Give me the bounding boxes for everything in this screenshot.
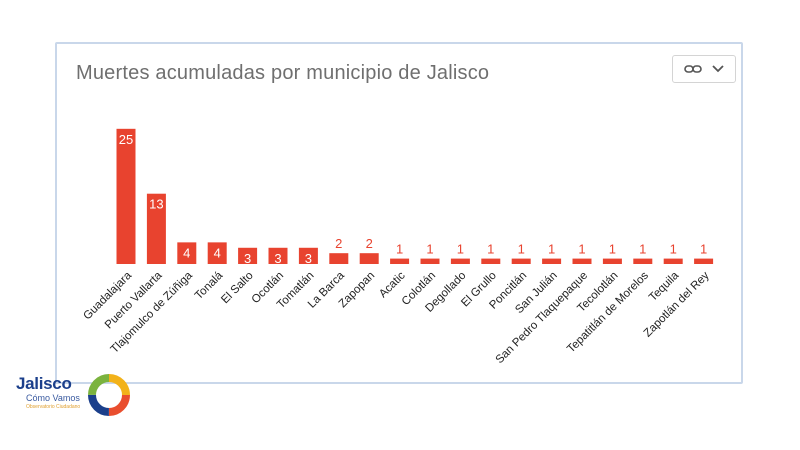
chart-title: Muertes acumuladas por municipio de Jali… [76, 62, 490, 84]
bar-acatic[interactable] [390, 258, 410, 264]
chevron-down-icon[interactable] [711, 64, 725, 74]
data-label: 1 [639, 242, 646, 257]
bar-tomatlán[interactable] [298, 247, 318, 264]
logo-ring-segment [88, 374, 130, 416]
data-label: 13 [149, 197, 163, 212]
data-label: 3 [305, 251, 312, 266]
bar-degollado[interactable] [450, 258, 470, 264]
bar-san-julián[interactable] [542, 258, 562, 264]
bar-zapotlán-del-rey[interactable] [694, 258, 714, 264]
data-label: 1 [578, 242, 585, 257]
data-label: 3 [244, 251, 251, 266]
bar-colotlán[interactable] [420, 258, 440, 264]
bar-tecolotlán[interactable] [602, 258, 622, 264]
logo-tagline: Observatorio Ciudadano [26, 404, 81, 410]
data-label: 1 [426, 242, 433, 257]
x-tick-label: El Salto [219, 270, 256, 307]
data-label: 1 [518, 242, 525, 257]
bar-tonalá[interactable] [207, 242, 227, 264]
logo-ring-segment [88, 374, 130, 416]
data-label: 1 [700, 242, 707, 257]
data-label: 1 [670, 242, 677, 257]
bar-el-grullo[interactable] [481, 258, 501, 264]
logo-ring-segment [88, 374, 130, 416]
data-label: 2 [335, 236, 342, 251]
data-label: 1 [487, 242, 494, 257]
bar-ocotlán[interactable] [268, 247, 288, 264]
bar-san-pedro-tlaquepaque[interactable] [572, 258, 592, 264]
data-label: 4 [214, 245, 221, 260]
bar-el-salto[interactable] [238, 247, 258, 264]
link-icon[interactable] [683, 63, 702, 75]
chart-menu-button[interactable] [672, 55, 736, 83]
data-label: 1 [609, 242, 616, 257]
bar-guadalajara[interactable] [116, 128, 136, 264]
data-label: 25 [119, 132, 133, 147]
bar-poncitlán[interactable] [511, 258, 531, 264]
data-label: 1 [396, 242, 403, 257]
chart-card [55, 42, 743, 384]
jalisco-como-vamos-logo: Jalisco Cómo Vamos Observatorio Ciudadan… [12, 368, 137, 420]
bar-la-barca[interactable] [329, 253, 349, 264]
logo-name: Jalisco [16, 374, 72, 393]
data-label: 4 [183, 245, 190, 260]
data-label: 3 [274, 251, 281, 266]
bar-zapopan[interactable] [359, 253, 379, 264]
bar-puerto-vallarta[interactable] [146, 193, 166, 264]
logo-ring-icon [88, 374, 130, 416]
data-label: 2 [366, 236, 373, 251]
data-label: 1 [548, 242, 555, 257]
bar-tequila[interactable] [663, 258, 683, 264]
logo-subtitle: Cómo Vamos [26, 393, 80, 403]
bar-tepatitlán-de-morelos[interactable] [633, 258, 653, 264]
data-label: 1 [457, 242, 464, 257]
bar-tlajomulco-de-zúñiga[interactable] [177, 242, 197, 264]
